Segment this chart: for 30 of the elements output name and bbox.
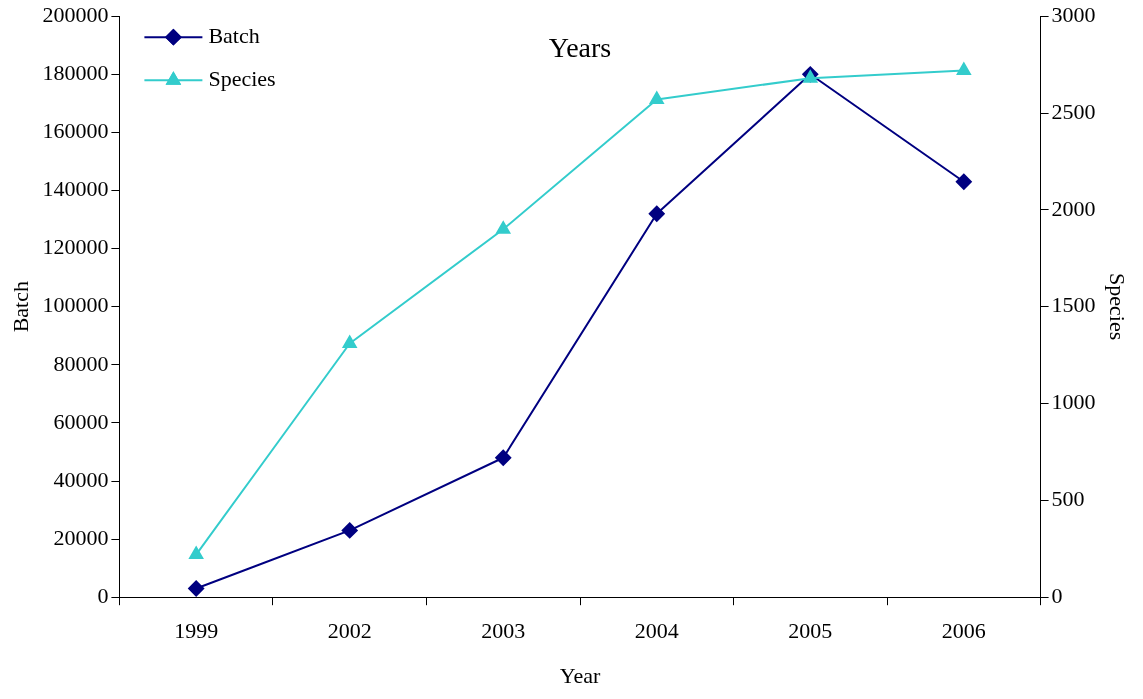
x-axis-title: Year: [559, 662, 601, 688]
y-tick-label: 140000: [42, 176, 109, 202]
y-tick-label: 100000: [42, 292, 109, 318]
y-tick-label: 80000: [53, 350, 109, 376]
y-tick-label: 0: [97, 582, 109, 608]
y-tick-label: 60000: [53, 408, 109, 434]
y2-tick-label: 2500: [1051, 98, 1096, 124]
y-tick-label: 180000: [42, 60, 109, 86]
y2-tick-label: 500: [1051, 486, 1085, 512]
y-axis-title: Batch: [7, 281, 33, 333]
x-tick-label: 2006: [941, 618, 986, 644]
x-tick-label: 2005: [788, 618, 833, 644]
y-tick-label: 40000: [53, 466, 109, 492]
x-tick-label: 1999: [174, 618, 219, 644]
y2-tick-label: 2000: [1051, 195, 1096, 221]
y-tick-label: 160000: [42, 118, 109, 144]
y2-axis-title: Species: [1105, 273, 1131, 341]
legend-label: Species: [208, 65, 276, 91]
y-tick-label: 200000: [42, 1, 109, 27]
x-tick-label: 2004: [634, 618, 679, 644]
text: Years: [548, 31, 612, 63]
y2-tick-label: 1000: [1051, 389, 1096, 415]
y-tick-label: 120000: [42, 234, 109, 260]
y-tick-label: 20000: [53, 524, 109, 550]
y2-tick-label: 0: [1051, 582, 1063, 608]
x-tick-label: 2002: [327, 618, 372, 644]
legend-label: Batch: [208, 22, 260, 48]
y2-tick-label: 1500: [1051, 292, 1096, 318]
y2-tick-label: 3000: [1051, 1, 1096, 27]
x-tick-label: 2003: [481, 618, 526, 644]
